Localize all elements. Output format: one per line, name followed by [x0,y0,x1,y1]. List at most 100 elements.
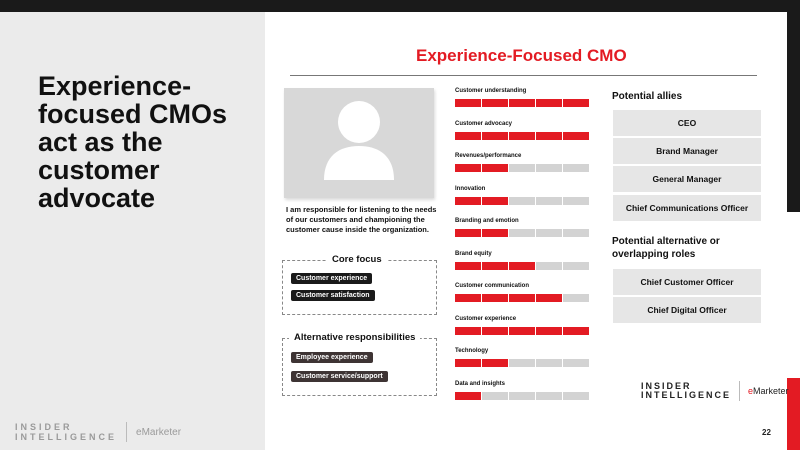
metric-rating-bar [455,359,589,367]
content-logo: INSIDER INTELLIGENCE eMarketer [641,381,789,401]
logo-line-1: INSIDER [641,381,692,391]
alternative-role: Chief Customer Officer [613,269,761,295]
rating-segment-filled [536,294,562,302]
rating-segment-filled [563,131,589,140]
rating-segment-filled [482,99,508,107]
rating-segment-empty [482,391,508,400]
rating-segment-filled [536,99,562,107]
role-quote: I am responsible for listening to the ne… [286,205,437,234]
metric-label: Customer advocacy [455,120,513,127]
avatar [284,88,434,198]
rating-segment-filled [482,229,508,237]
alternative-responsibilities-box: Alternative responsibilities Employee ex… [282,332,437,396]
metric-rating-bar [455,261,589,270]
rating-segment-filled [509,131,535,140]
core-focus-tag: Customer experience [291,273,373,284]
footer-logo: INSIDER INTELLIGENCE eMarketer [15,422,181,442]
rating-segment-filled [509,294,535,302]
rating-segment-empty [509,391,535,400]
rating-segment-empty [509,229,535,237]
emarketer-logo: eMarketer [748,386,789,396]
rating-segment-filled [455,261,481,270]
alternative-responsibilities-title: Alternative responsibilities [289,332,421,343]
ally-role: Brand Manager [613,138,761,164]
rating-segment-filled [482,294,508,302]
rating-segment-filled [536,326,562,335]
rating-segment-filled [536,131,562,140]
rating-segment-empty [563,229,589,237]
right-edge-accent-dark [787,12,800,212]
rating-segment-empty [563,359,589,367]
metric-rating-bar [455,164,589,172]
alternative-role: Chief Digital Officer [613,297,761,323]
rating-segment-filled [455,294,481,302]
rating-segment-filled [455,326,481,335]
core-focus-box: Core focus Customer experience Customer … [282,254,437,315]
rating-segment-empty [536,261,562,270]
metric-rating-bar [455,391,589,400]
rating-segment-filled [455,164,481,172]
metric-label: Customer experience [455,315,517,322]
rating-segment-empty [563,164,589,172]
rating-segment-filled [482,326,508,335]
alternative-responsibility-tag: Employee experience [291,352,373,363]
insider-intelligence-logo: INSIDER INTELLIGENCE [15,422,117,442]
metric-label: Revenues/performance [455,153,522,159]
metric-rating-bar [455,196,589,205]
metric-label: Customer communication [455,283,530,289]
core-focus-title: Core focus [327,254,387,265]
logo-line-1: INSIDER [15,422,73,432]
rating-segment-empty [536,229,562,237]
rating-segment-filled [482,164,508,172]
emarketer-e: e [136,426,142,438]
ally-role: Chief Communications Officer [613,195,761,221]
logo-divider [739,381,741,401]
page-number: 22 [762,428,771,437]
rating-segment-filled [563,326,589,335]
rating-segment-filled [455,99,481,107]
alternative-roles-title: Potential alternative or overlapping rol… [612,236,720,260]
rating-segment-filled [455,196,481,205]
rating-segment-filled [455,391,481,400]
rating-segment-empty [563,196,589,205]
insider-intelligence-logo: INSIDER INTELLIGENCE [641,382,731,400]
logo-line-2: INTELLIGENCE [15,432,118,442]
metric-label: Brand equity [455,250,492,257]
ally-role: CEO [613,110,761,136]
emarketer-text: Marketer [141,426,182,438]
left-panel [0,12,265,450]
logo-divider [126,422,128,442]
rating-segment-empty [563,294,589,302]
top-strip [0,0,800,12]
rating-segment-empty [536,359,562,367]
right-edge-accent-red [787,378,800,450]
rating-segment-empty [536,196,562,205]
alternative-responsibility-tag: Customer service/support [291,371,388,382]
rating-segment-filled [509,326,535,335]
rating-segment-empty [509,359,535,367]
metric-label: Branding and emotion [455,218,519,224]
emarketer-text: Marketer [753,386,789,396]
user-silhouette-icon [324,101,394,180]
rating-segment-filled [482,359,508,367]
ally-role: General Manager [613,166,761,192]
rating-segment-filled [482,261,508,270]
rating-segment-filled [482,131,508,140]
metric-label: Customer understanding [455,88,527,94]
slide-headline: Experience-focused CMOs act as the custo… [38,71,228,213]
metric-rating-bar [455,131,589,140]
metric-rating-bar [455,229,589,237]
rating-segment-empty [509,164,535,172]
rating-segment-filled [563,99,589,107]
rating-segment-filled [509,261,535,270]
metric-rating-bar [455,326,589,335]
metric-rating-bar [455,99,589,107]
potential-allies-title: Potential allies [612,91,683,102]
logo-line-2: INTELLIGENCE [641,390,732,400]
rating-segment-empty [509,196,535,205]
metric-label: Technology [455,348,489,354]
profile-title: Experience-Focused CMO [416,46,627,65]
rating-segment-empty [536,164,562,172]
rating-segment-filled [455,359,481,367]
title-divider [290,75,757,76]
